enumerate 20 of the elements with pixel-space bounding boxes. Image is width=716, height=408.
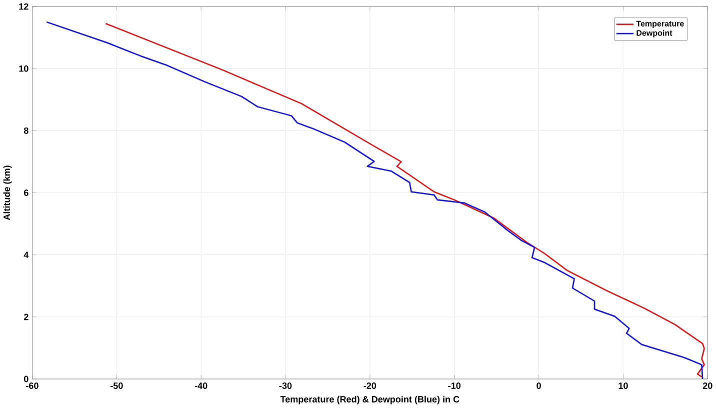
y-tick-label: 12 [19, 4, 28, 10]
x-tick-label: -30 [279, 382, 292, 390]
legend-label: Temperature [636, 21, 684, 28]
x-tick-label: -40 [194, 382, 208, 390]
legend-label: Dewpoint [636, 30, 672, 38]
x-tick-label: 20 [702, 382, 712, 390]
x-tick-label: -20 [364, 382, 376, 390]
y-tick-label: 8 [24, 128, 28, 134]
x-axis-title: Temperature (Red) & Dewpoint (Blue) in C [280, 396, 460, 404]
y-tick-label: 6 [24, 190, 28, 196]
y-tick-label: 10 [19, 66, 28, 72]
x-tick-label: -10 [448, 382, 461, 390]
y-tick-label: 2 [24, 314, 28, 320]
y-tick-label: 4 [24, 252, 29, 258]
x-tick-label: 0 [536, 382, 541, 390]
x-tick-label: 10 [618, 382, 628, 390]
y-axis-title: Altitude (km) [3, 166, 12, 220]
y-tick-label: 0 [24, 376, 28, 382]
x-tick-label: -60 [26, 382, 38, 390]
x-tick-label: -50 [110, 382, 123, 390]
